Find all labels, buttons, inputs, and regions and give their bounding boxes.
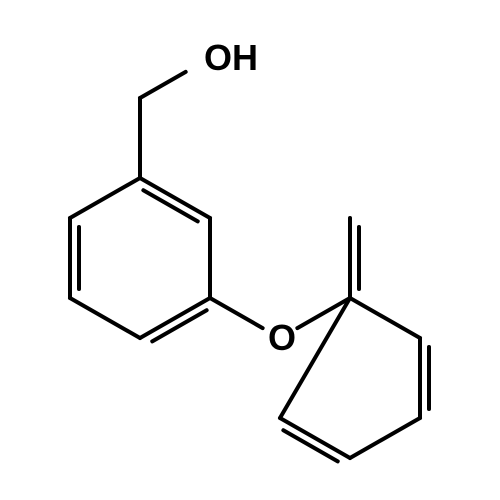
bond — [70, 298, 140, 338]
bond — [140, 298, 210, 338]
bond — [350, 298, 420, 338]
atom-label: O — [268, 317, 296, 358]
bond — [210, 298, 263, 328]
molecule-structure: OH O — [0, 0, 500, 500]
bond — [350, 418, 420, 458]
bond — [140, 72, 186, 98]
bond — [70, 178, 140, 218]
bond — [280, 418, 350, 458]
atom-label: OH — [204, 37, 258, 78]
bond — [140, 178, 210, 218]
